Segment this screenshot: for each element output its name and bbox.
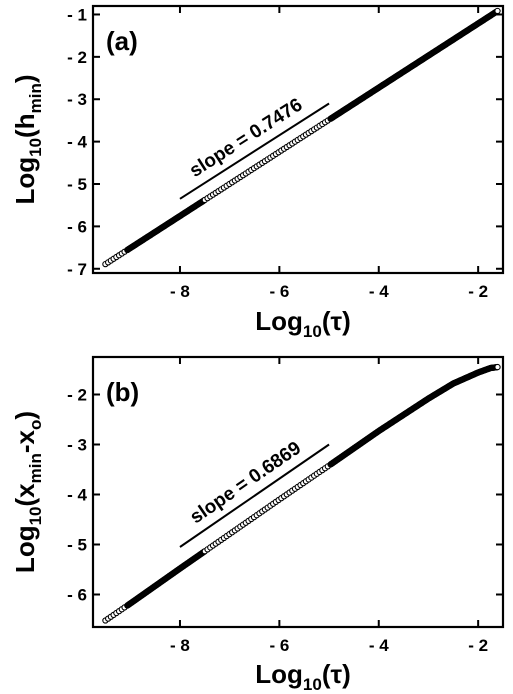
y-axis-title-suffix: ) [10, 74, 40, 83]
y-axis-title-mid-subscript: min [26, 83, 45, 113]
x-axis-title-suffix: (τ) [322, 659, 351, 689]
y-axis-title-subscript: 10 [26, 506, 45, 525]
x-axis-title-prefix: Log [255, 306, 303, 336]
x-axis-title-subscript: 10 [303, 322, 322, 341]
panel-b: - 8 - 6 - 4 - 2 - 6 - 5 - 4 - 3 - 2 slope = 0.686… [10, 355, 505, 694]
slope-reference-line [179, 443, 330, 548]
y-axis-title-mid2-subscript: o [26, 420, 45, 430]
plot-frame [91, 4, 505, 275]
data-point [494, 363, 501, 371]
slope-reference-line [179, 102, 330, 200]
x-tick-label: - 8 [170, 282, 190, 301]
y-axis-title-prefix: Log [10, 157, 40, 205]
x-tick-label: - 4 [369, 282, 389, 301]
plot-frame [91, 355, 505, 629]
data-series [102, 7, 501, 268]
panel-a: - 8 - 6 - 4 - 2 - 7 - 6 - 5 - 4 - 3 - 2 - 1 slope =… [10, 4, 505, 341]
x-tick-label: - 2 [468, 282, 488, 301]
y-tick-label: - 3 [67, 90, 87, 109]
x-tick-label: - 6 [269, 282, 289, 301]
y-tick-label: - 3 [67, 436, 87, 455]
y-axis-title-mid-subscript: min [26, 453, 45, 483]
y-axis-title-mid: (x [10, 483, 40, 507]
panel-label: (a) [106, 26, 138, 56]
slope-annotation: slope = 0.7476 [186, 94, 306, 181]
y-axis-title-suffix: ) [10, 411, 40, 420]
panel-label: (b) [106, 377, 139, 407]
x-axis-title: Log10(τ) [255, 306, 351, 341]
x-axis-title-suffix: (τ) [322, 306, 351, 336]
x-axis-title: Log10(τ) [255, 659, 351, 694]
data-series [102, 363, 501, 624]
x-tick-label: - 8 [170, 636, 190, 655]
x-tick-label: - 2 [468, 636, 488, 655]
y-tick-label: - 6 [67, 586, 87, 605]
y-tick-label: - 5 [67, 536, 87, 555]
y-tick-label: - 4 [67, 133, 87, 152]
x-tick-label: - 6 [269, 636, 289, 655]
y-axis-title-mid: (h [10, 113, 40, 138]
x-tick-label: - 4 [369, 636, 389, 655]
y-tick-label: - 4 [67, 486, 87, 505]
y-tick-label: - 7 [67, 260, 87, 279]
y-axis-title-subscript: 10 [26, 138, 45, 157]
y-tick-label: - 5 [67, 175, 87, 194]
y-axis-title: Log10(hmin) [10, 74, 45, 204]
y-tick-label: - 1 [67, 5, 87, 24]
slope-annotation: slope = 0.6869 [186, 438, 305, 529]
data-point [494, 7, 501, 15]
y-axis-title-mid2: -x [10, 429, 40, 453]
y-tick-label: - 2 [67, 386, 87, 405]
y-tick-label: - 6 [67, 217, 87, 236]
x-axis-title-prefix: Log [255, 659, 303, 689]
y-axis-title-prefix: Log [10, 525, 40, 573]
y-axis-title: Log10(xmin-xo) [10, 411, 45, 573]
x-axis-title-subscript: 10 [303, 675, 322, 694]
y-tick-label: - 2 [67, 48, 87, 67]
